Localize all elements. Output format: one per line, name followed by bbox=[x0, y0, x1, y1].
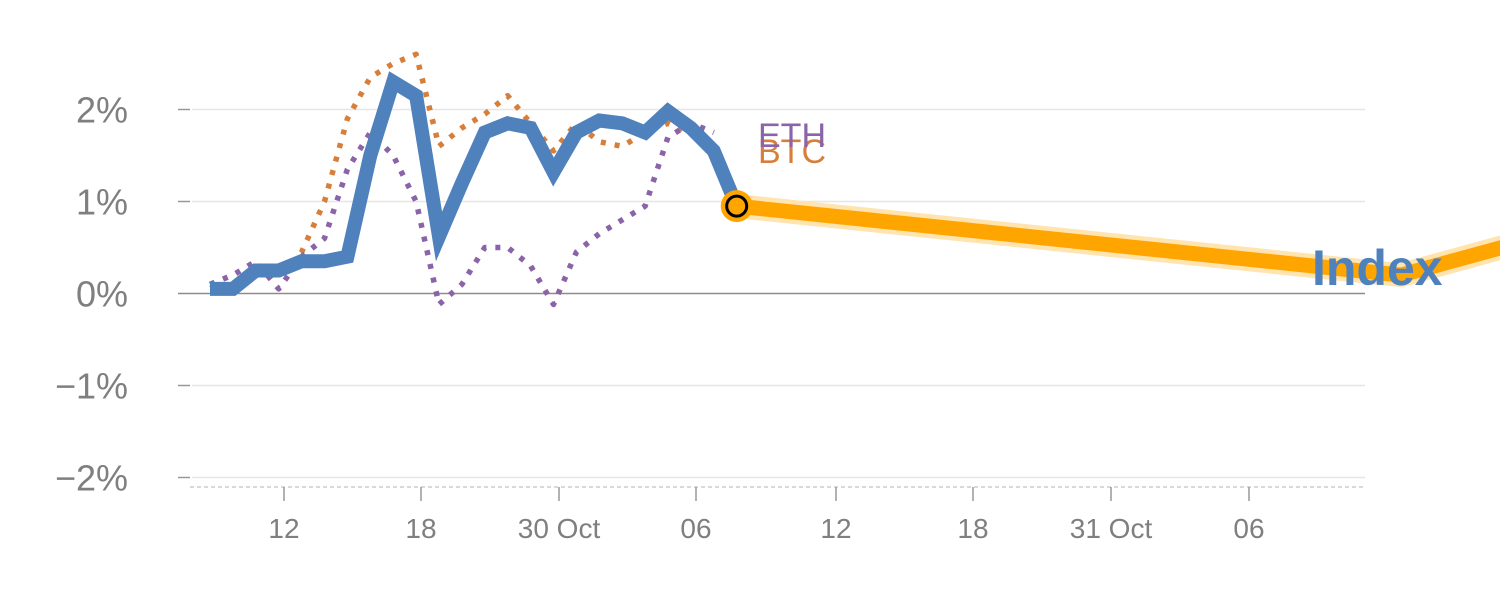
x-tick-label: 12 bbox=[820, 513, 851, 544]
line-label-eth: ETH bbox=[758, 117, 826, 155]
line-label-btc: BTC bbox=[758, 133, 826, 171]
x-tick-label: 18 bbox=[957, 513, 988, 544]
x-tick-label: 18 bbox=[405, 513, 436, 544]
current-point-marker bbox=[725, 194, 749, 218]
series-line-eth bbox=[208, 120, 715, 308]
series-line-index bbox=[210, 71, 744, 296]
y-tick-label: −2% bbox=[55, 458, 128, 499]
projection-line bbox=[735, 198, 1500, 283]
line-label-index: Index bbox=[1312, 240, 1443, 296]
y-tick-label: 2% bbox=[76, 90, 128, 131]
y-tick-label: 0% bbox=[76, 274, 128, 315]
x-tick-label: 30 Oct bbox=[518, 513, 601, 544]
y-tick-label: 1% bbox=[76, 182, 128, 223]
x-tick-label: 06 bbox=[1233, 513, 1264, 544]
x-tick-label: 31 Oct bbox=[1070, 513, 1153, 544]
y-tick-label: −1% bbox=[55, 366, 128, 407]
x-tick-label: 06 bbox=[680, 513, 711, 544]
x-tick-label: 12 bbox=[268, 513, 299, 544]
